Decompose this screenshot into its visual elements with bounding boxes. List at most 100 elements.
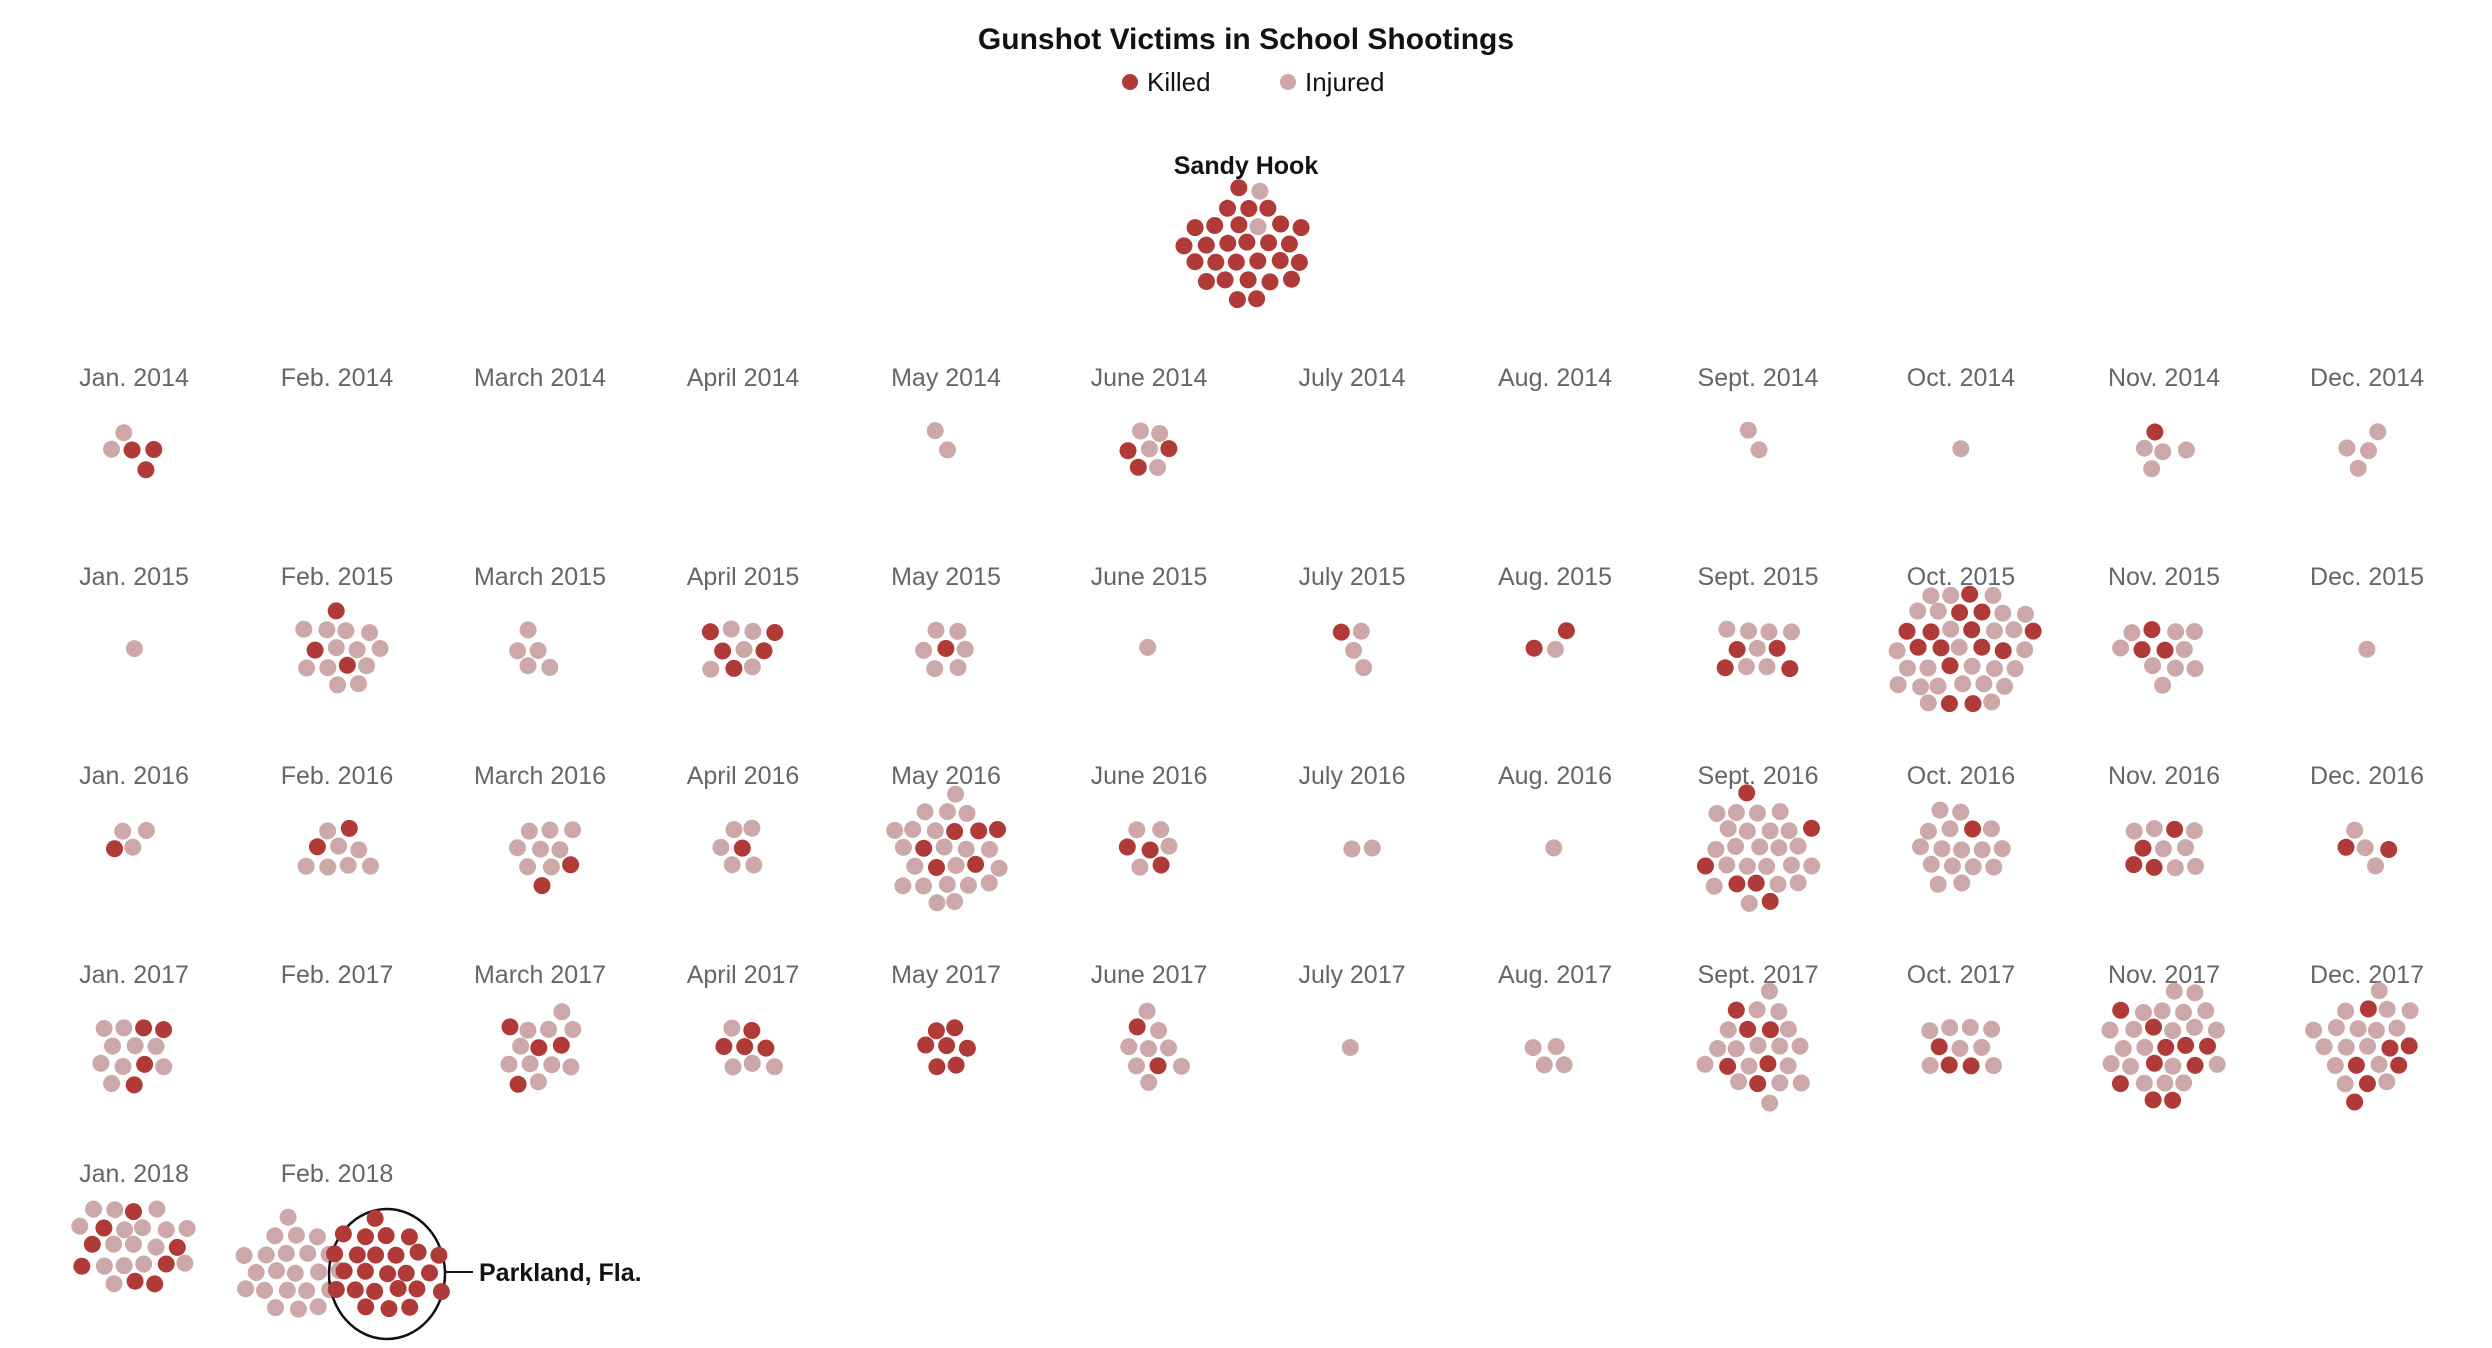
- dot-cluster: [2358, 640, 2376, 658]
- dec-2017-dot-injured: [2378, 1000, 2396, 1018]
- feb-2018-killed-dot-killed: [346, 1281, 364, 1299]
- april-2015-dot-injured: [735, 641, 753, 658]
- oct-2015-dot-injured: [1954, 675, 1972, 693]
- sandy-hook-dot-killed: [1261, 273, 1279, 291]
- oct-2015-dot-killed: [1963, 621, 1981, 639]
- sept-2017-dot-injured: [1791, 1037, 1809, 1055]
- march-2016-dot-injured: [519, 858, 537, 876]
- aug-2017-dot-injured: [1535, 1056, 1553, 1074]
- oct-2015-dot-killed: [1961, 585, 1979, 603]
- jan-2016-dot-injured: [124, 838, 142, 856]
- oct-2015-dot-killed: [1964, 695, 1982, 713]
- may-2017-dot-killed: [938, 1037, 956, 1055]
- nov-2015-dot-killed: [2143, 621, 2161, 639]
- may-2016-dot-injured: [990, 859, 1008, 877]
- nov-2017-dot-killed: [2164, 1091, 2182, 1109]
- month-label: March 2016: [474, 762, 606, 790]
- feb-2018-killed-dot-killed: [334, 1225, 352, 1243]
- jan-2018-dot-injured: [106, 1201, 124, 1219]
- june-2017-dot-killed: [1128, 1018, 1146, 1036]
- month-april-2014: April 2014: [687, 364, 800, 392]
- june-2017-dot-injured: [1139, 1040, 1157, 1058]
- sept-2016-dot-injured: [1738, 857, 1756, 875]
- jan-2018-dot-injured: [157, 1221, 175, 1239]
- month-july-2014: July 2014: [1298, 364, 1405, 392]
- june-2017-dot-injured: [1140, 1073, 1158, 1091]
- feb-2015-dot-injured: [298, 659, 316, 677]
- nov-2017-dot-killed: [2145, 1054, 2163, 1072]
- oct-2015-dot-injured: [1909, 602, 1927, 620]
- feb-2018-injured-dot-injured: [268, 1262, 285, 1280]
- oct-2016-dot-injured: [1953, 874, 1971, 892]
- nov-2017-dot-injured: [2135, 1074, 2153, 1092]
- month-label: March 2014: [474, 364, 606, 392]
- sept-2016-dot-injured: [1761, 822, 1779, 840]
- april-2016-dot-injured: [723, 856, 741, 874]
- dec-2017-dot-injured: [2336, 1075, 2354, 1093]
- month-july-2016: July 2016: [1298, 762, 1406, 858]
- sept-2015-dot-injured: [1748, 639, 1766, 657]
- july-2015-dot-injured: [1345, 641, 1363, 659]
- feb-2018-killed-dot-killed: [326, 1245, 344, 1263]
- sept-2016-dot-injured: [1770, 839, 1788, 857]
- sept-2015-dot-injured: [1760, 623, 1778, 641]
- dec-2017-dot-injured: [2315, 1038, 2333, 1056]
- feb-2015-dot-injured: [361, 624, 379, 642]
- dot-cluster: [915, 621, 974, 678]
- month-jan-2015: Jan. 2015: [79, 563, 189, 658]
- nov-2017-dot-injured: [2135, 1004, 2152, 1021]
- nov-2014-dot-injured: [2143, 460, 2161, 478]
- nov-2014-dot-injured: [2177, 441, 2195, 459]
- may-2014-dot-injured: [939, 441, 956, 459]
- parkland-callout: Parkland, Fla.: [445, 1259, 642, 1287]
- month-march-2015: March 2015: [474, 563, 606, 676]
- june-2014-dot-injured: [1132, 422, 1149, 440]
- oct-2015-dot-injured: [1919, 659, 1937, 677]
- nov-2017-dot-injured: [2164, 1022, 2182, 1040]
- feb-2015-dot-injured: [327, 639, 345, 657]
- oct-2015-dot-killed: [1940, 695, 1958, 713]
- oct-2017-dot-injured: [1941, 1019, 1959, 1037]
- sandy-hook-dot-killed: [1227, 253, 1245, 271]
- sept-2017-dot-killed: [1727, 1001, 1745, 1019]
- feb-2018-injured-dot-injured: [257, 1246, 275, 1264]
- featured-dot-cluster: [1175, 179, 1310, 309]
- dot-cluster: [2135, 423, 2195, 478]
- may-2016-dot-injured: [981, 840, 998, 858]
- month-aug-2015: Aug. 2015: [1498, 563, 1612, 658]
- legend-swatch-injured: [1280, 74, 1296, 90]
- dot-cluster-killed: [326, 1209, 450, 1318]
- june-2017-dot-injured: [1138, 1002, 1156, 1020]
- jan-2018-dot-injured: [116, 1221, 134, 1239]
- may-2016-dot-injured: [906, 857, 924, 875]
- month-june-2017: June 2017: [1091, 961, 1208, 1091]
- april-2016-dot-injured: [745, 856, 763, 874]
- jan-2014-dot-injured: [115, 424, 133, 442]
- sept-2016-dot-injured: [1769, 875, 1787, 893]
- june-2014-dot-killed: [1129, 458, 1147, 476]
- nov-2017-dot-injured: [2153, 1002, 2171, 1020]
- sept-2017-dot-injured: [1771, 1074, 1789, 1092]
- oct-2015-dot-injured: [1889, 676, 1907, 694]
- dot-cluster: [2338, 423, 2387, 477]
- feb-2018-injured-dot-injured: [289, 1300, 307, 1318]
- dec-2017-dot-injured: [2359, 1037, 2377, 1055]
- month-grid: Jan. 2014 Feb. 2014 March 2014 April 2014 Ma…: [71, 364, 2424, 1341]
- dot-cluster: [509, 621, 559, 676]
- feb-2015-dot-injured: [348, 641, 366, 659]
- jan-2016-dot-injured: [114, 822, 132, 840]
- month-label: June 2017: [1091, 961, 1208, 989]
- month-label: June 2015: [1091, 563, 1208, 591]
- june-2016-dot-killed: [1152, 856, 1170, 874]
- sept-2015-dot-injured: [1783, 623, 1800, 641]
- may-2017-dot-killed: [917, 1036, 935, 1054]
- dec-2017-dot-injured: [2370, 1055, 2388, 1073]
- jan-2017-dot-killed: [135, 1019, 153, 1037]
- dot-cluster: [106, 822, 155, 858]
- jan-2018-dot-injured: [105, 1275, 123, 1293]
- nov-2015-dot-killed: [2133, 641, 2151, 659]
- may-2016-dot-killed: [970, 822, 988, 840]
- oct-2016-dot-injured: [1982, 820, 2000, 838]
- month-label: Jan. 2017: [79, 961, 189, 989]
- feb-2015-dot-killed: [338, 656, 356, 674]
